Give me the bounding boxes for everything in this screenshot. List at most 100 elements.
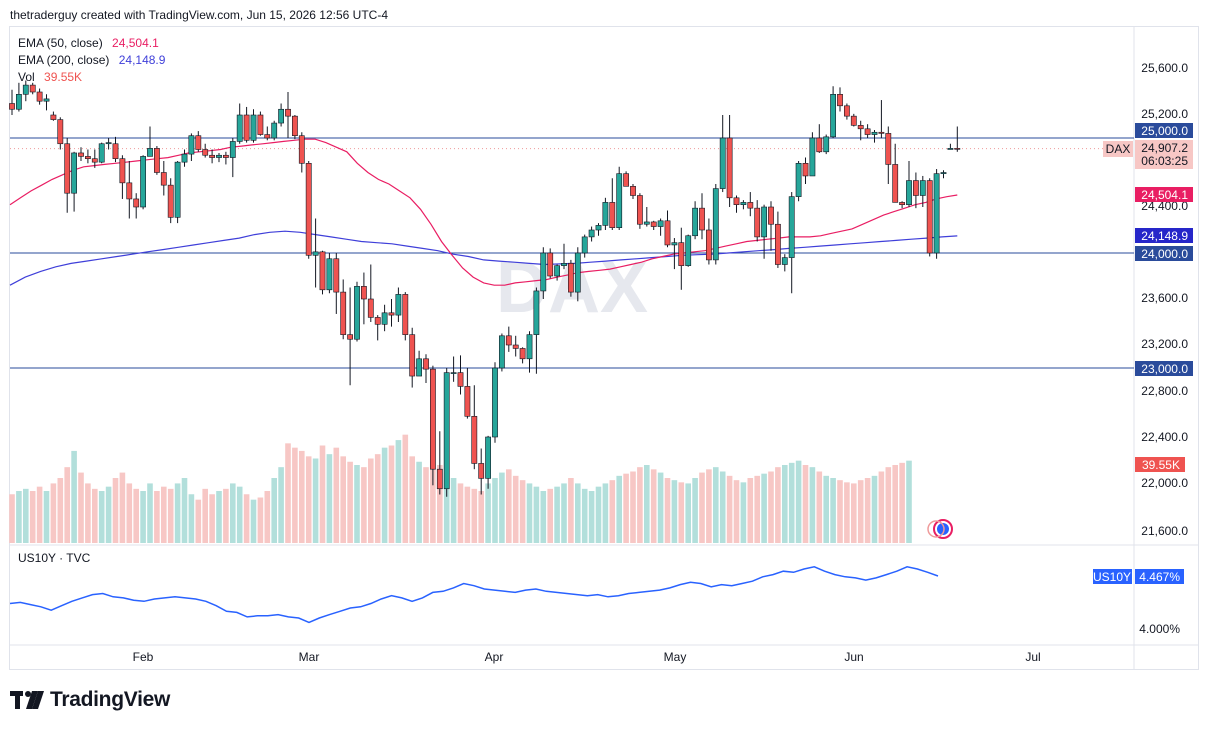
candle	[512, 335, 519, 357]
tradingview-logo[interactable]: TradingView	[10, 688, 170, 712]
badge-dax-price: 24,907.2 06:03:25	[1135, 140, 1193, 169]
candle-body	[878, 131, 885, 134]
candle-body	[57, 119, 64, 145]
volume-bar	[899, 462, 905, 543]
volume-bar	[271, 478, 277, 543]
badge-countdown-text: 06:03:25	[1141, 154, 1188, 168]
badge-volume-text: 39.55K	[1142, 458, 1180, 472]
candle	[574, 247, 581, 302]
legend-ema50[interactable]: EMA (50, close) 24,504.1	[18, 35, 165, 52]
volume-bar	[878, 471, 885, 543]
candle-body	[623, 173, 629, 187]
us10y-line	[9, 566, 939, 624]
candle	[878, 100, 885, 138]
candle-body	[326, 258, 333, 291]
badge-level-25000: 25,000.0	[1135, 123, 1193, 138]
candle-body	[112, 143, 119, 159]
candle	[195, 131, 202, 152]
candle	[830, 86, 836, 138]
volume-bar	[319, 445, 326, 543]
price-tick: 22,800.0	[1141, 384, 1188, 398]
legend-vol-value: 39.55K	[44, 70, 83, 84]
candle-body	[519, 348, 526, 360]
candle-body	[167, 184, 174, 218]
candle	[126, 161, 133, 219]
candle	[636, 193, 643, 229]
candle	[395, 287, 402, 322]
chart-frame[interactable]	[9, 26, 1199, 670]
us10y-tick: 4.000%	[1139, 622, 1180, 636]
us10y-series-line	[9, 566, 939, 624]
candle	[561, 243, 567, 270]
legend-vol[interactable]: Vol 39.55K	[18, 69, 165, 86]
candle-body	[133, 198, 140, 208]
candle-body	[788, 196, 795, 258]
volume-bar	[243, 494, 250, 543]
legend-ema200-label: EMA (200, close)	[18, 53, 110, 67]
time-axis[interactable]: Feb Mar Apr May Jun Jul	[133, 650, 1041, 664]
candle-body	[719, 137, 726, 189]
candle-body	[547, 252, 554, 277]
candle	[940, 170, 947, 179]
us10y-pane-label[interactable]: US10Y · TVC	[18, 551, 91, 565]
badge-ema50-text: 24,504.1	[1141, 188, 1188, 202]
candle-body	[485, 436, 491, 479]
price-tick: 22,000.0	[1141, 476, 1188, 490]
candle-body	[409, 334, 416, 377]
candle	[50, 111, 57, 121]
candle	[15, 82, 22, 112]
volume-bar	[161, 486, 167, 543]
volume-bar	[857, 480, 864, 543]
volume-bar	[209, 494, 215, 543]
candle-body	[754, 207, 761, 238]
candle	[554, 264, 560, 281]
volume-bar	[457, 483, 464, 543]
candle-body	[50, 114, 57, 120]
badge-volume: 39.55K	[1135, 457, 1185, 472]
candle-body	[602, 202, 609, 226]
candle	[312, 218, 319, 288]
event-icon[interactable]	[927, 519, 953, 539]
candle-body	[71, 152, 77, 194]
volume-bar	[181, 478, 188, 543]
badge-ema200-text: 24,148.9	[1141, 229, 1188, 243]
candle-body	[464, 386, 471, 417]
volume-bar	[395, 440, 402, 543]
volume-bar	[733, 480, 740, 543]
candle-body	[671, 242, 678, 246]
volume-bar	[581, 488, 588, 543]
badge-ema200: 24,148.9	[1135, 228, 1193, 243]
volume-bar	[630, 471, 636, 543]
candle	[774, 211, 781, 268]
legend-ema200[interactable]: EMA (200, close) 24,148.9	[18, 52, 165, 69]
volume-bar	[885, 467, 892, 543]
volume-bar	[333, 447, 340, 543]
candle-body	[747, 202, 754, 209]
volume-bar	[506, 469, 512, 543]
candle	[291, 115, 298, 140]
volume-bar	[381, 447, 388, 543]
candle-body	[588, 229, 595, 238]
candle	[57, 117, 64, 150]
candle	[188, 133, 195, 161]
candle	[319, 250, 326, 295]
volume-bar	[595, 486, 602, 543]
volume-bar	[471, 488, 478, 543]
volume-bar	[354, 465, 360, 543]
volume-bars	[9, 434, 912, 543]
candle-body	[457, 372, 464, 387]
candle-body	[202, 149, 209, 156]
volume-bar	[312, 458, 319, 543]
price-tick: 25,600.0	[1141, 61, 1188, 75]
candle	[160, 161, 167, 196]
candle	[567, 259, 574, 297]
volume-bar	[292, 447, 298, 543]
candle	[492, 362, 498, 443]
candle	[678, 227, 685, 290]
volume-bar	[299, 450, 305, 543]
volume-bar	[423, 467, 429, 543]
volume-bar	[326, 454, 333, 543]
candle	[278, 103, 284, 127]
candle-body	[154, 148, 160, 173]
